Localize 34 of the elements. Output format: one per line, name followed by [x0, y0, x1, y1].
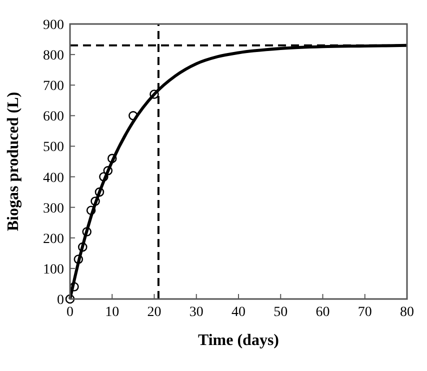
point	[150, 90, 159, 99]
x-tick-label: 60	[316, 305, 330, 320]
x-axis-title: Time (days)	[198, 332, 280, 349]
y-tick-label: 100	[43, 262, 64, 278]
y-tick-label: 600	[43, 110, 64, 125]
y-axis-title: Biogas produced (L)	[5, 92, 22, 232]
point	[65, 294, 75, 304]
x-tick-label: 70	[358, 305, 372, 320]
x-tick-label: 80	[400, 305, 414, 320]
point	[128, 111, 138, 120]
x-tick-label: 10	[105, 305, 120, 320]
point	[90, 196, 100, 206]
y-tick-label: 400	[43, 170, 64, 186]
point	[99, 172, 108, 182]
point	[78, 242, 88, 252]
point	[70, 282, 79, 292]
y-tick-label: 900	[43, 18, 64, 33]
point	[74, 254, 84, 264]
y-tick-label: 300	[43, 201, 64, 216]
x-tick-label: 30	[189, 305, 204, 320]
point	[107, 154, 117, 164]
point	[82, 227, 92, 236]
point	[103, 166, 113, 176]
y-tick-label: 500	[43, 140, 64, 156]
x-tick-label: 0	[66, 305, 74, 320]
point	[94, 187, 104, 197]
y-tick-label: 800	[43, 48, 64, 64]
x-tick-label: 20	[147, 305, 162, 320]
x-tick-label: 40	[232, 305, 246, 320]
x-tick-label: 50	[274, 305, 288, 320]
point	[86, 206, 96, 216]
y-tick-label: 700	[43, 79, 64, 94]
y-tick-label: 0	[57, 293, 64, 308]
y-tick-label: 200	[43, 232, 64, 247]
